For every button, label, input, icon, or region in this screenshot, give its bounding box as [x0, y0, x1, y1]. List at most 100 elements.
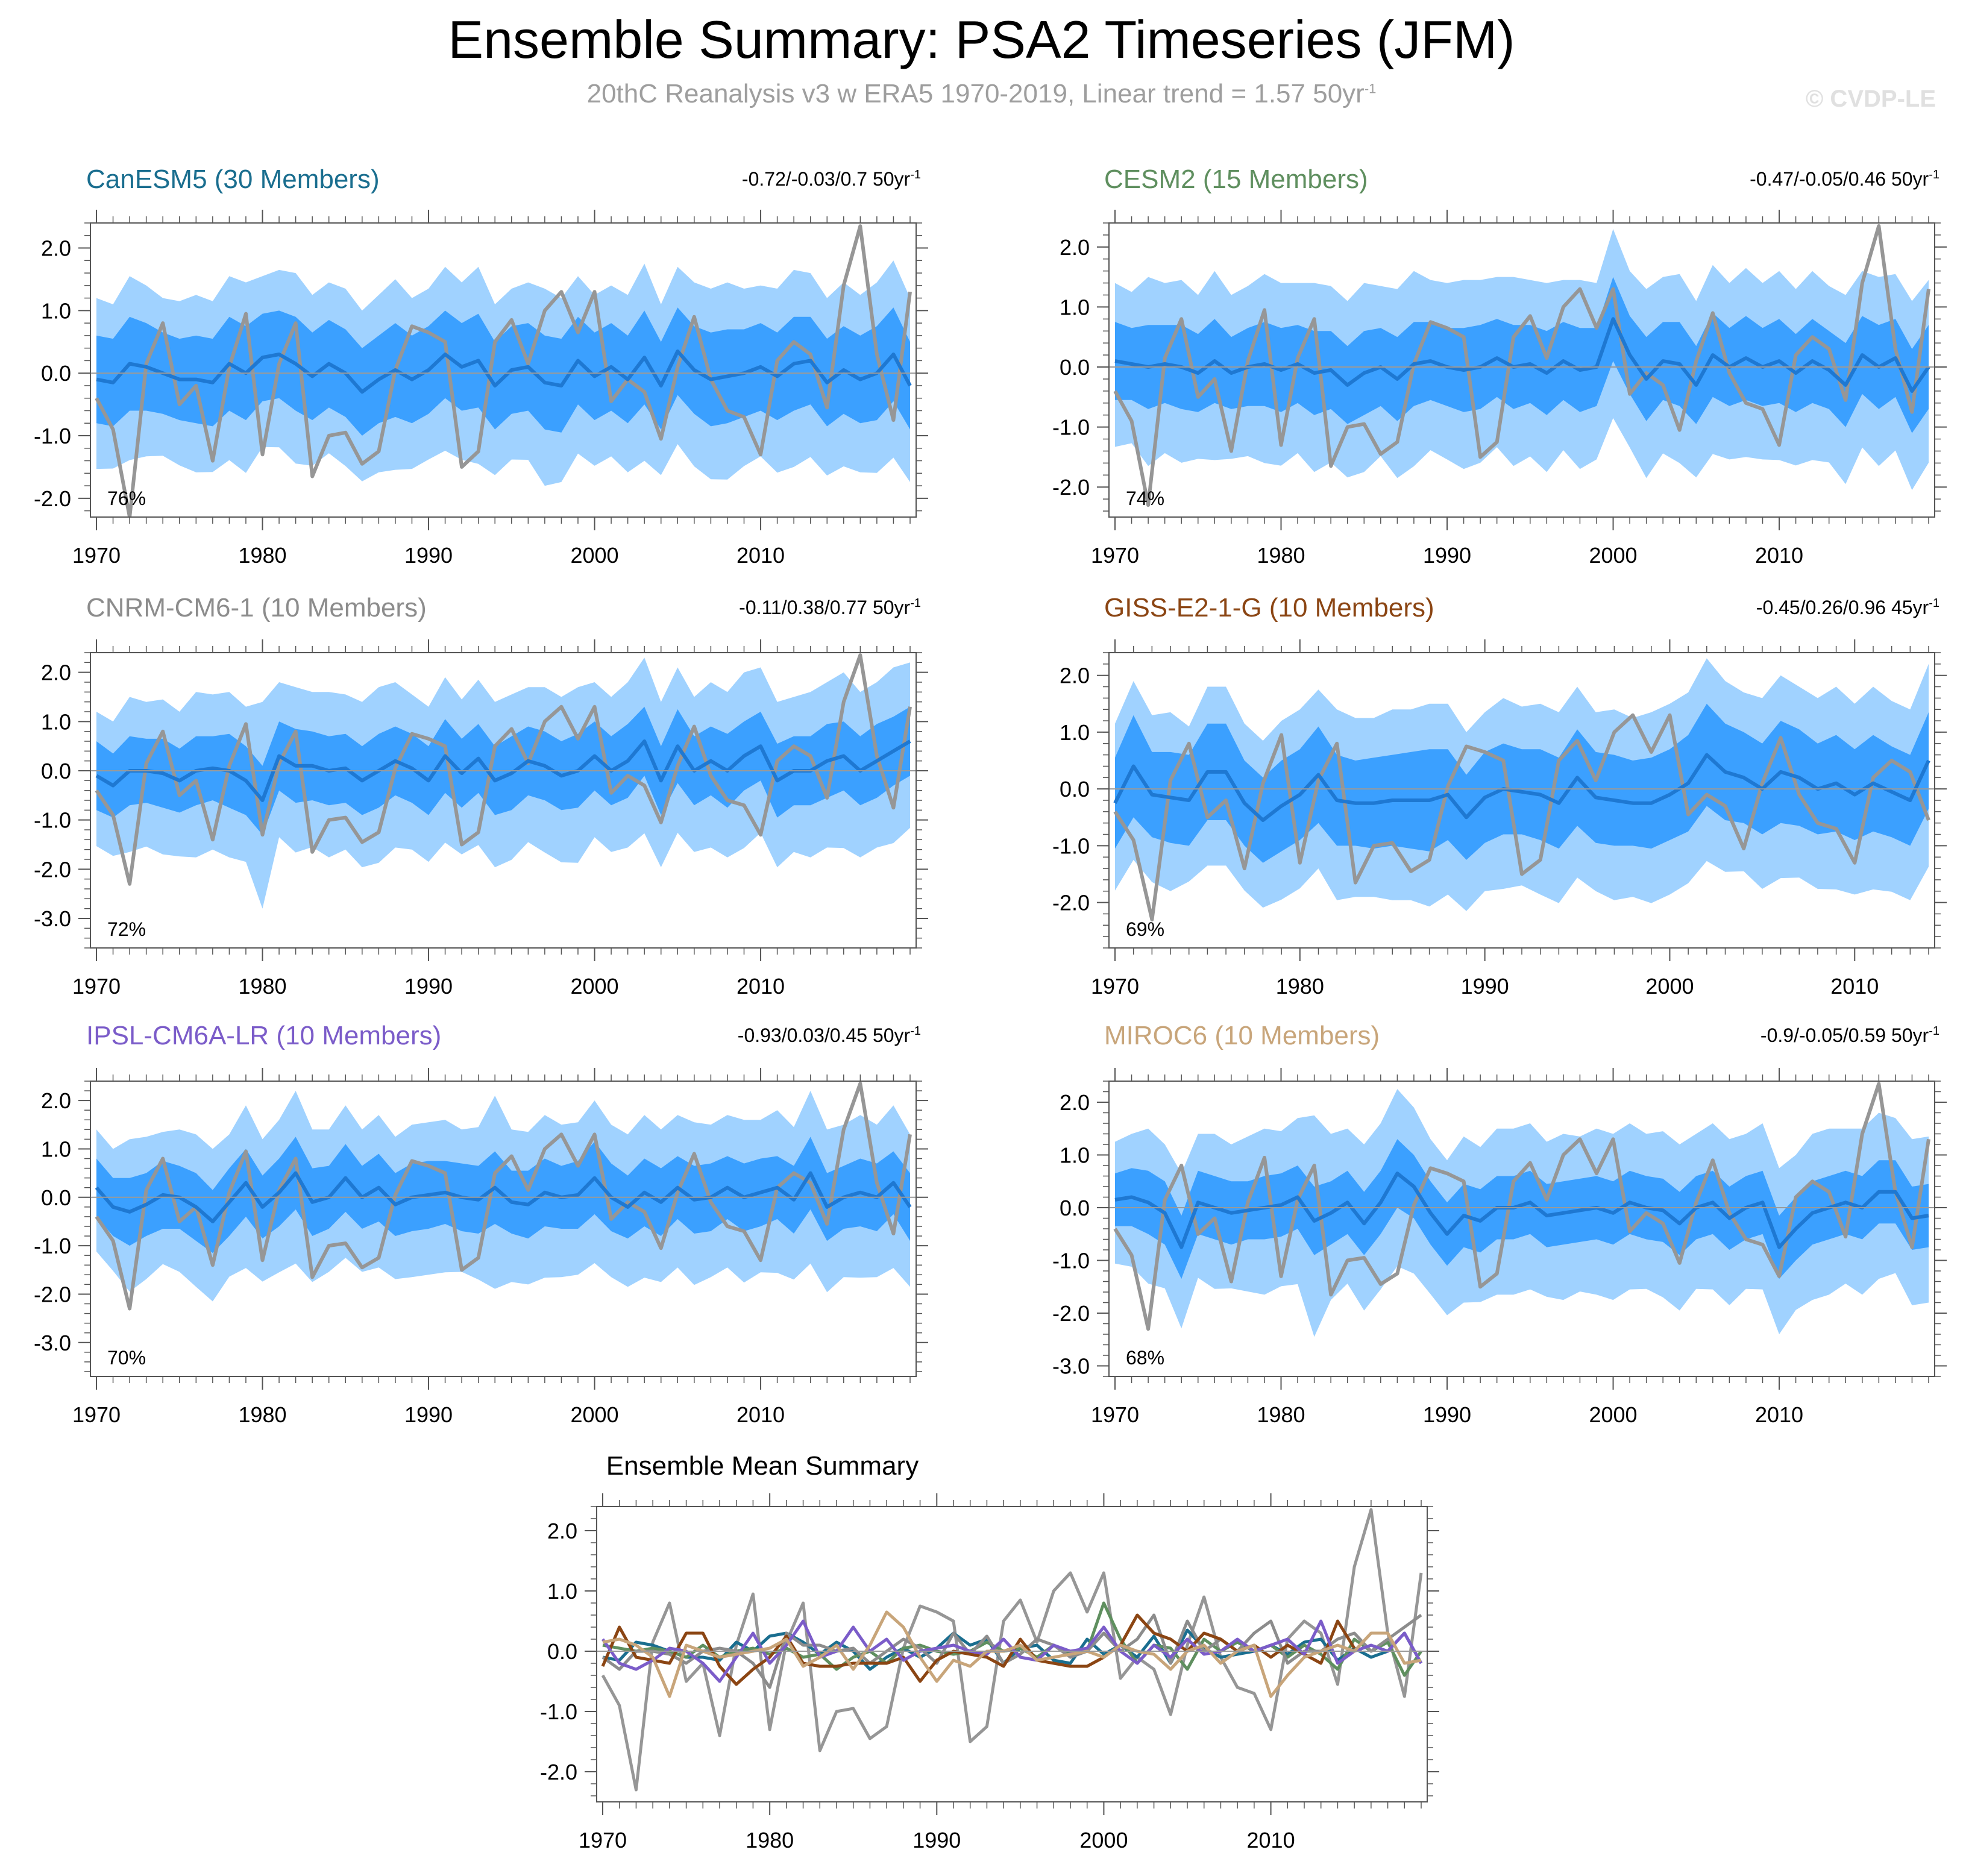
panel-ipsl-cm6a-lr-trend-sup: -1	[910, 1024, 921, 1038]
panel-canesm5-trend-sup: -1	[910, 168, 921, 181]
panel-giss-e2-1-g-ytick-label: 1.0	[1060, 720, 1090, 745]
panel-miroc6-trend-label: -0.9/-0.05/0.59 50yr-1	[1760, 1024, 1939, 1046]
panel-giss-e2-1-g-plot-area	[1113, 658, 1930, 921]
panel-canesm5-ytick-label: 2.0	[41, 236, 71, 261]
panel-ipsl-cm6a-lr-ytick-label: -1.0	[34, 1234, 71, 1258]
panel-canesm5-plot-area	[95, 224, 912, 517]
panel-ensemble-mean-summary-ytick-label: -1.0	[540, 1699, 577, 1724]
panel-canesm5-frame	[90, 222, 917, 518]
panel-ipsl-cm6a-lr: -3.0 -2.0 -1.0 0.0 1.0 2.0 1970 1980 1990 2000 201…	[34, 1021, 928, 1427]
panel-cnrm-cm6-1: -3.0 -2.0 -1.0 0.0 1.0 2.0 1970 1980 1990 2000 201…	[34, 593, 928, 999]
panel-cesm2-plot-area	[1113, 224, 1930, 507]
panel-ipsl-cm6a-lr-xtick-label: 2000	[570, 1402, 618, 1427]
panel-ensemble-mean-summary-xtick-label: 2010	[1247, 1828, 1295, 1852]
panel-miroc6-xtick-label: 2010	[1755, 1402, 1803, 1427]
panel-ensemble-mean-summary-xtick-label: 1980	[746, 1828, 794, 1852]
panel-cesm2-trend-text: -0.47/-0.05/0.46 50yr	[1750, 168, 1929, 190]
panel-ensemble-mean-summary-xtick-label: 1990	[912, 1828, 961, 1852]
panel-canesm5-trend-label: -0.72/-0.03/0.7 50yr-1	[742, 168, 921, 190]
panel-miroc6-ytick-label: -2.0	[1052, 1301, 1090, 1326]
page-subtitle: 20thC Reanalysis v3 w ERA5 1970-2019, Li…	[0, 79, 1963, 108]
panel-cesm2-xtick-label: 1980	[1257, 543, 1305, 568]
panel-cnrm-cm6-1-xtick-label: 2000	[570, 974, 618, 999]
panel-giss-e2-1-g-ytick-label: -1.0	[1052, 833, 1090, 858]
panel-ipsl-cm6a-lr-ytick-label: 2.0	[41, 1088, 71, 1113]
panel-ipsl-cm6a-lr-title: IPSL-CM6A-LR (10 Members)	[86, 1021, 441, 1050]
panel-cnrm-cm6-1-trend-sup: -1	[910, 597, 921, 610]
panel-canesm5-ensemble-mean-line	[96, 349, 912, 394]
panel-miroc6-ytick-label: 2.0	[1060, 1090, 1090, 1115]
panel-canesm5-title: CanESM5 (30 Members)	[86, 165, 380, 194]
panel-cesm2-xtick-label: 2010	[1755, 543, 1803, 568]
panel-ipsl-cm6a-lr-percent-label: 70%	[107, 1347, 146, 1369]
panel-miroc6-trend-sup: -1	[1929, 1024, 1939, 1038]
panel-cesm2-xtick-label: 1970	[1091, 543, 1139, 568]
panel-cnrm-cm6-1-xtick-label: 1980	[238, 974, 286, 999]
panel-giss-e2-1-g-xtick-label: 2000	[1645, 974, 1694, 999]
panel-miroc6-ytick-label: -1.0	[1052, 1249, 1090, 1273]
panel-ipsl-cm6a-lr-frame	[90, 1081, 917, 1377]
panel-giss-e2-1-g-trend-sup: -1	[1929, 597, 1939, 610]
panel-cnrm-cm6-1-xtick-label: 2010	[737, 974, 785, 999]
panel-ensemble-mean-summary-ytick-label: 2.0	[547, 1519, 577, 1543]
panel-canesm5-ytick-label: -1.0	[34, 424, 71, 448]
panel-cnrm-cm6-1-percent-label: 72%	[107, 918, 146, 940]
panel-giss-e2-1-g-title: GISS-E2-1-G (10 Members)	[1104, 593, 1434, 623]
panel-miroc6-percent-label: 68%	[1126, 1347, 1164, 1369]
panel-canesm5-xtick-label: 1980	[238, 543, 286, 568]
panel-cnrm-cm6-1-ytick-label: 1.0	[41, 709, 71, 734]
panel-ensemble-mean-summary-plot-area	[601, 1508, 1423, 1792]
panel-cnrm-cm6-1-xtick-label: 1990	[404, 974, 453, 999]
panel-cesm2-ytick-label: -1.0	[1052, 415, 1090, 440]
panel-giss-e2-1-g-percent-label: 69%	[1126, 918, 1164, 940]
page-subtitle-text: 20thC Reanalysis v3 w ERA5 1970-2019, Li…	[586, 79, 1365, 108]
panel-canesm5-xtick-label: 2000	[570, 543, 618, 568]
panel-ipsl-cm6a-lr-ytick-label: 0.0	[41, 1185, 71, 1210]
panel-canesm5-xtick-label: 2010	[737, 543, 785, 568]
panel-giss-e2-1-g-inner-band	[1115, 703, 1929, 863]
panel-miroc6-xtick-label: 1970	[1091, 1402, 1139, 1427]
panel-ipsl-cm6a-lr-xtick-label: 1970	[72, 1402, 121, 1427]
panel-miroc6-xtick-label: 1980	[1257, 1402, 1305, 1427]
panel-cnrm-cm6-1-ytick-label: 0.0	[41, 759, 71, 783]
panel-cnrm-cm6-1-ytick-label: -2.0	[34, 857, 71, 882]
panel-giss-e2-1-g-xtick-label: 1980	[1276, 974, 1324, 999]
panel-canesm5-ytick-label: 0.0	[41, 361, 71, 386]
panel-cesm2: -2.0 -1.0 0.0 1.0 2.0 1970 1980 1990 2000 2010 CES…	[1052, 165, 1947, 568]
panel-ipsl-cm6a-lr-observed-line	[95, 1082, 912, 1311]
panel-miroc6-trend-text: -0.9/-0.05/0.59 50yr	[1760, 1024, 1929, 1046]
panel-cesm2-trend-label: -0.47/-0.05/0.46 50yr-1	[1750, 168, 1939, 190]
panel-giss-e2-1-g-ensemble-mean-line	[1113, 753, 1930, 822]
panel-miroc6-ytick-label: 1.0	[1060, 1143, 1090, 1168]
panel-giss-e2-1-g-xtick-label: 2010	[1830, 974, 1879, 999]
panel-cnrm-cm6-1-xtick-label: 1970	[72, 974, 121, 999]
panel-ensemble-mean-summary-ytick-label: -2.0	[540, 1760, 577, 1784]
panel-canesm5-trend-text: -0.72/-0.03/0.7 50yr	[742, 168, 911, 190]
panel-giss-e2-1-g: -2.0 -1.0 0.0 1.0 2.0 1970 1980 1990 2000 2010 GIS…	[1052, 593, 1947, 999]
panel-miroc6-plot-area	[1113, 1082, 1930, 1337]
panel-cesm2-xtick-label: 1990	[1423, 543, 1471, 568]
panel-ipsl-cm6a-lr-ytick-label: 1.0	[41, 1137, 71, 1161]
panel-ensemble-mean-summary-frame	[596, 1506, 1428, 1802]
panel-cnrm-cm6-1-ytick-label: -1.0	[34, 808, 71, 833]
panel-giss-e2-1-g-ytick-label: -2.0	[1052, 891, 1090, 915]
panel-ensemble-mean-summary: -2.0 -1.0 0.0 1.0 2.0 1970 1980 1990 2000 2010 Ens…	[540, 1451, 1439, 1852]
panel-ipsl-cm6a-lr-ensemble-mean-line	[95, 1171, 912, 1223]
panel-ensemble-mean-summary-series-miroc6	[602, 1610, 1422, 1698]
panel-cnrm-cm6-1-ytick-label: -3.0	[34, 906, 71, 931]
page-subtitle-superscript: -1	[1364, 81, 1377, 96]
panel-ensemble-mean-summary-xtick-label: 2000	[1079, 1828, 1128, 1852]
panel-giss-e2-1-g-ytick-label: 2.0	[1060, 664, 1090, 688]
panel-ipsl-cm6a-lr-xtick-label: 2010	[737, 1402, 785, 1427]
page-title: Ensemble Summary: PSA2 Timeseries (JFM)	[448, 10, 1515, 69]
panel-canesm5-inner-band	[96, 307, 910, 436]
panel-ipsl-cm6a-lr-xtick-label: 1980	[238, 1402, 286, 1427]
panel-giss-e2-1-g-trend-text: -0.45/0.26/0.96 45yr	[1756, 597, 1929, 618]
panel-miroc6-xtick-label: 2000	[1589, 1402, 1637, 1427]
panel-cesm2-title: CESM2 (15 Members)	[1104, 165, 1368, 194]
panel-miroc6: -3.0 -2.0 -1.0 0.0 1.0 2.0 1970 1980 1990 2000 201…	[1052, 1021, 1947, 1427]
panel-miroc6-ytick-label: 0.0	[1060, 1196, 1090, 1220]
panel-ipsl-cm6a-lr-plot-area	[95, 1082, 912, 1311]
panel-canesm5-xtick-label: 1990	[404, 543, 453, 568]
